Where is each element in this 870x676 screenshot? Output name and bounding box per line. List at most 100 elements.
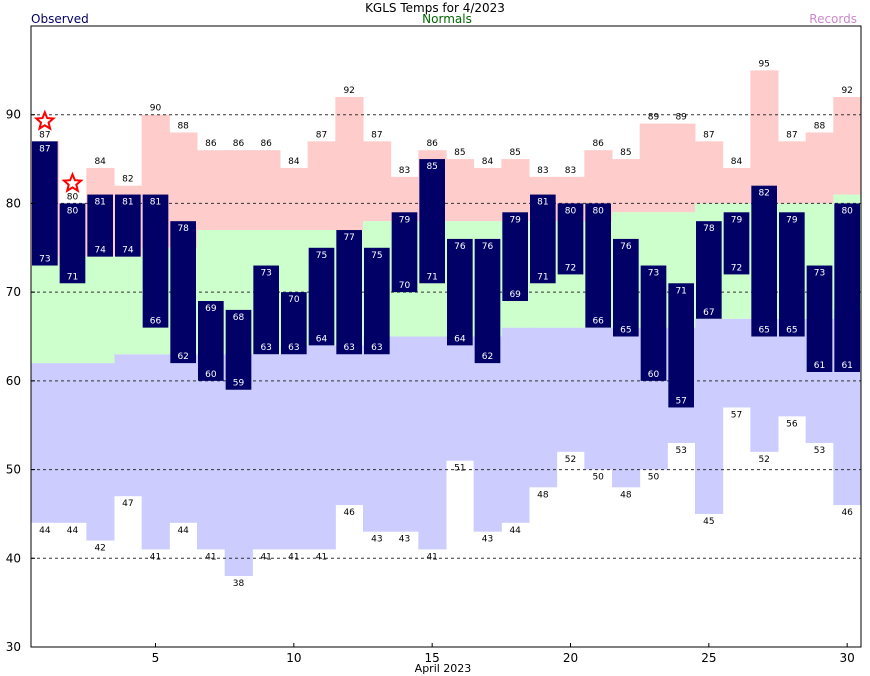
observed-low-label: 63 [288,343,299,353]
record-high-label: 88 [177,121,189,131]
observed-low-label: 69 [509,290,521,300]
observed-high-label: 76 [454,242,466,252]
record-low-label: 52 [565,455,576,465]
record-low-band [390,336,419,532]
x-tick-label: 15 [425,651,440,665]
observed-low-label: 72 [565,263,576,273]
observed-bar [115,194,141,257]
gridlines [31,114,861,559]
observed-bar [585,203,611,328]
record-high-label: 86 [260,139,272,149]
observed-high-label: 76 [620,242,632,252]
record-high-band [446,159,475,222]
record-low-band [169,354,198,523]
record-high-band [612,159,641,213]
observed-low-label: 72 [731,263,742,273]
record-low-label: 43 [399,535,410,545]
y-tick-label: 70 [6,285,21,299]
record-high-band [805,132,834,204]
observed-bar [640,265,667,381]
record-high-label: 84 [288,157,300,167]
record-high-label: 86 [233,139,245,149]
normal-band [114,256,143,355]
record-high-label: 86 [205,139,217,149]
record-low-label: 43 [371,535,382,545]
legend-records: Records [809,12,857,26]
observed-low-label: 59 [233,379,245,389]
observed-high-label: 79 [399,215,411,225]
observed-high-label: 76 [482,242,494,252]
x-tick-label: 30 [840,651,855,665]
observed-low-label: 65 [786,326,797,336]
record-low-label: 52 [758,455,769,465]
record-high-label: 88 [814,121,826,131]
y-tick-label: 60 [6,374,21,388]
record-high-label: 83 [537,166,548,176]
observed-bar [253,265,279,355]
observed-low-label: 73 [39,255,50,265]
record-high-band [501,159,530,222]
observed-low-label: 61 [814,361,825,371]
observed-low-label: 60 [205,370,217,380]
y-tick-label: 90 [6,108,21,122]
observed-bar [447,238,473,346]
observed-bar [225,309,252,390]
record-low-band [114,354,143,497]
record-low-band [584,327,613,470]
observed-high-label: 82 [758,189,769,199]
observed-high-label: 70 [288,295,300,305]
record-star-icon [33,109,56,131]
record-low-label: 41 [150,552,161,562]
record-low-band [722,318,751,408]
observed-low-label: 62 [177,352,188,362]
observed-high-label: 73 [648,269,659,279]
observed-high-label: 73 [814,269,825,279]
record-low-band [363,336,392,532]
record-high-label: 92 [841,86,852,96]
observed-bar [336,230,362,355]
chart-title: KGLS Temps for 4/2023 [365,1,505,15]
record-high-band [224,150,253,231]
record-high-band [363,141,392,222]
record-high-label: 86 [426,139,438,149]
record-low-band [418,336,447,550]
record-low-label: 43 [482,535,493,545]
record-high-label: 86 [592,139,604,149]
record-high-band [667,123,696,213]
observed-low-label: 66 [150,317,162,327]
y-tick-label: 50 [6,463,21,477]
record-low-label: 41 [426,552,437,562]
record-high-band [252,150,281,231]
record-high-band [833,96,862,195]
observed-low-label: 61 [841,361,852,371]
record-low-label: 53 [675,446,686,456]
record-low-band [31,363,60,523]
observed-low-label: 64 [454,334,466,344]
y-tick-label: 30 [6,640,21,654]
observed-low-label: 74 [94,246,106,256]
record-low-label: 44 [509,526,521,536]
legend-observed: Observed [31,12,89,26]
record-low-band [197,354,226,550]
observed-high-label: 78 [703,224,715,234]
record-high-label: 83 [399,166,410,176]
record-high-band [197,150,226,231]
record-low-label: 44 [39,526,51,536]
observed-bars [32,141,860,408]
observed-high-label: 79 [509,215,521,225]
x-tick-label: 5 [152,651,160,665]
record-star-icon [61,171,84,193]
record-high-label: 82 [122,175,133,185]
value-labels: 87 73 87 44 80 71 80 44 81 74 84 42 81 74 82 47 81 66 90 41… [39,59,853,589]
record-low-label: 46 [841,508,853,518]
record-high-label: 84 [731,157,743,167]
observed-low-label: 70 [399,281,411,291]
record-high-label: 80 [67,192,79,202]
observed-high-label: 77 [343,233,354,243]
record-low-band [473,336,502,532]
observed-high-label: 73 [260,269,271,279]
record-low-label: 44 [177,526,189,536]
observed-low-label: 63 [343,343,354,353]
observed-low-label: 60 [648,370,660,380]
record-low-label: 46 [343,508,355,518]
